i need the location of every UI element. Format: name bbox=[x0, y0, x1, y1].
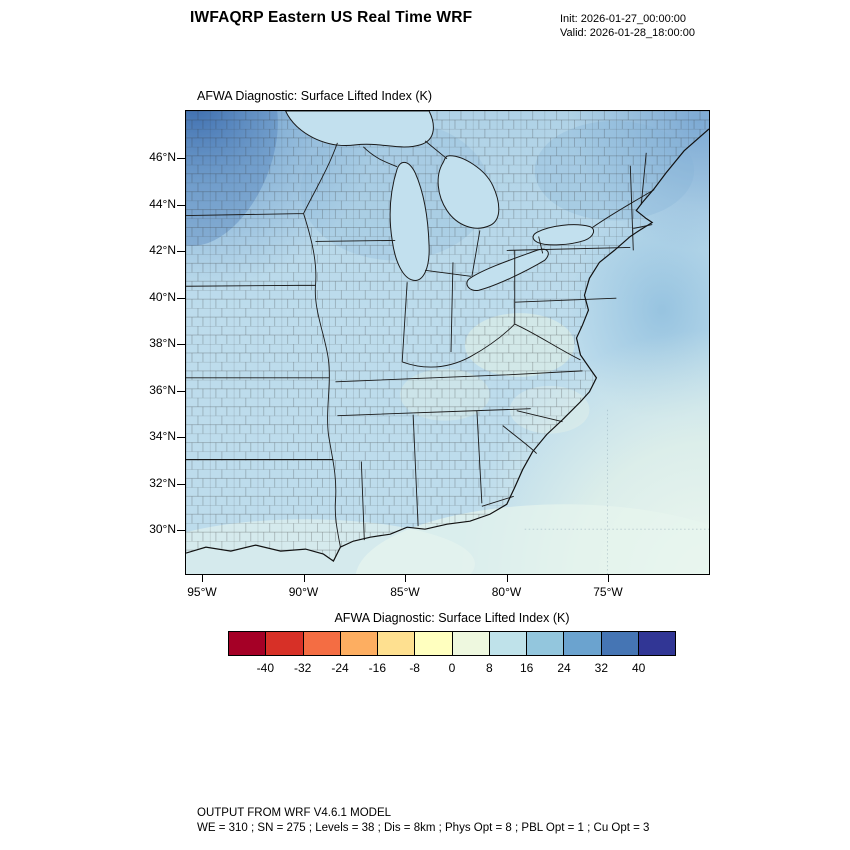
colorbar-cell bbox=[451, 632, 489, 655]
colorbar-cell bbox=[377, 632, 415, 655]
init-valid-block: Init: 2026-01-27_00:00:00 Valid: 2026-01… bbox=[560, 12, 695, 40]
lat-tick-label: 40°N bbox=[149, 289, 176, 304]
footer-line2: WE = 310 ; SN = 275 ; Levels = 38 ; Dis … bbox=[197, 822, 650, 834]
lat-tick-label: 30°N bbox=[149, 522, 176, 536]
lon-tick-mark bbox=[608, 575, 610, 582]
lon-tick-label: 75°W bbox=[593, 585, 623, 599]
colorbar-cell bbox=[229, 632, 266, 655]
map-frame bbox=[185, 110, 710, 575]
lat-tick-label: 44°N bbox=[149, 196, 176, 211]
lat-tick-mark bbox=[177, 158, 185, 160]
lat-tick-label: 38°N bbox=[149, 336, 176, 350]
colorbar-tick-label: 24 bbox=[557, 661, 571, 675]
valid-time: Valid: 2026-01-28_18:00:00 bbox=[560, 27, 695, 39]
lon-tick-mark bbox=[303, 575, 305, 582]
colorbar-tick-label: -40 bbox=[256, 661, 274, 675]
colorbar-tick-label: 32 bbox=[594, 661, 608, 675]
colorbar-cell bbox=[563, 632, 601, 655]
colorbar-tick-label: 8 bbox=[485, 661, 493, 675]
lat-tick-mark bbox=[177, 390, 185, 392]
colorbar-cell bbox=[488, 632, 526, 655]
lat-tick-label: 46°N bbox=[149, 150, 176, 164]
lon-tick-mark bbox=[405, 575, 407, 582]
lat-tick-mark bbox=[177, 483, 185, 485]
lat-tick-mark bbox=[177, 251, 185, 253]
lat-tick-label: 32°N bbox=[149, 475, 176, 490]
colorbar-tick-label: 16 bbox=[519, 661, 534, 675]
colorbar-tick-label: 0 bbox=[448, 661, 456, 675]
colorbar-cell bbox=[600, 632, 638, 655]
lat-tick-label: 42°N bbox=[149, 243, 176, 257]
colorbar-cell bbox=[526, 632, 564, 655]
lat-tick-mark bbox=[177, 344, 185, 346]
colorbar-cell bbox=[339, 632, 377, 655]
footer-line1: OUTPUT FROM WRF V4.6.1 MODEL bbox=[197, 807, 392, 819]
colorbar bbox=[228, 631, 676, 656]
page-title: IWFAQRP Eastern US Real Time WRF bbox=[190, 9, 473, 26]
colorbar-cell bbox=[414, 632, 452, 655]
lon-tick-label: 90°W bbox=[288, 585, 319, 599]
colorbar-tick-label: 40 bbox=[631, 661, 646, 675]
init-time: Init: 2026-01-27_00:00:00 bbox=[560, 13, 686, 25]
lat-tick-label: 34°N bbox=[149, 429, 176, 443]
map-graphic bbox=[186, 111, 709, 574]
colorbar-tick-label: -32 bbox=[293, 661, 312, 675]
colorbar-tick-label: -24 bbox=[331, 661, 349, 675]
colorbar-cell bbox=[265, 632, 303, 655]
colorbar-cell bbox=[302, 632, 340, 655]
lon-tick-label: 80°W bbox=[491, 585, 522, 599]
lon-tick-label: 85°W bbox=[390, 585, 420, 599]
lat-tick-mark bbox=[177, 530, 185, 532]
colorbar-tick-label: -16 bbox=[368, 661, 386, 675]
lon-tick-mark bbox=[506, 575, 508, 582]
lon-tick-label: 95°W bbox=[187, 585, 217, 599]
colorbar-label: AFWA Diagnostic: Surface Lifted Index (K… bbox=[334, 611, 570, 625]
footer: OUTPUT FROM WRF V4.6.1 MODEL WE = 310 ; … bbox=[197, 806, 649, 836]
lat-tick-mark bbox=[177, 437, 185, 439]
map-title: AFWA Diagnostic: Surface Lifted Index (K… bbox=[197, 89, 433, 103]
colorbar-cell bbox=[637, 632, 675, 655]
lat-tick-label: 36°N bbox=[149, 382, 176, 397]
lat-tick-mark bbox=[177, 297, 185, 299]
lat-tick-mark bbox=[177, 204, 185, 206]
colorbar-tick-label: -8 bbox=[409, 661, 420, 675]
lon-tick-mark bbox=[202, 575, 204, 582]
